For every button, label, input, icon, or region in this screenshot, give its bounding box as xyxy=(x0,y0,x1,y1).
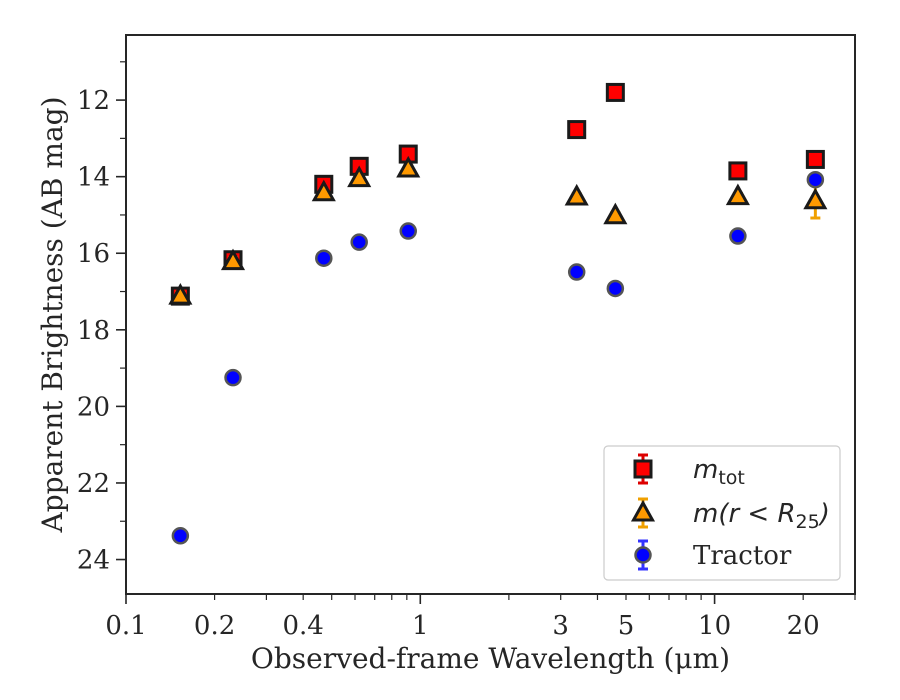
data-point xyxy=(606,279,625,298)
legend-marker xyxy=(633,459,653,479)
x-tick-label: 0.1 xyxy=(105,611,146,641)
data-point xyxy=(168,283,193,305)
data-point xyxy=(224,368,242,387)
data-point xyxy=(347,165,372,188)
legend-frame xyxy=(603,445,841,581)
y-tick-label: 20 xyxy=(77,392,110,422)
y-tick-label: 18 xyxy=(77,316,110,346)
data-point xyxy=(725,183,750,206)
data-point xyxy=(399,222,417,240)
data-point xyxy=(803,187,828,210)
x-tick-label: 5 xyxy=(618,611,635,641)
x-tick-label: 3 xyxy=(552,611,569,641)
legend: mtot m(r < R25) Tractor xyxy=(603,445,841,581)
x-tick-label: 1 xyxy=(412,611,429,641)
y-axis-label: Apparent Brightness (AB mag) xyxy=(36,97,69,534)
points-layer xyxy=(168,82,828,545)
series-m-tot xyxy=(170,82,825,306)
legend-marker xyxy=(630,499,656,522)
series-tractor xyxy=(171,170,825,545)
data-point xyxy=(350,233,368,251)
data-point xyxy=(605,82,625,102)
y-tick-label: 12 xyxy=(77,86,110,116)
data-point xyxy=(315,249,333,267)
x-axis-label: Observed-frame Wavelength (μm) xyxy=(251,642,730,675)
x-tick-label: 10 xyxy=(698,611,731,641)
data-point xyxy=(603,202,628,225)
x-tick-label: 0.4 xyxy=(283,611,324,641)
data-point xyxy=(806,170,825,189)
y-tick-label: 22 xyxy=(77,469,110,499)
data-point xyxy=(220,248,246,271)
data-point xyxy=(567,120,587,140)
x-tick-label: 20 xyxy=(787,611,820,641)
legend-entry-label: Tractor xyxy=(693,541,792,571)
y-tick-label: 14 xyxy=(77,163,110,193)
legend-entry-label: m(r < R25) xyxy=(693,499,830,533)
data-point xyxy=(567,263,586,281)
y-tick-label: 16 xyxy=(77,239,110,269)
data-point xyxy=(171,527,190,545)
legend-entry-label: mtot xyxy=(693,455,745,489)
x-tick-label: 0.2 xyxy=(194,611,235,641)
data-point xyxy=(396,155,421,178)
series-m-r-r-25 xyxy=(168,155,828,305)
legend-marker xyxy=(634,546,652,564)
plot-area-frame xyxy=(125,34,856,595)
y-tick-label: 24 xyxy=(77,546,110,576)
ticks-layer: 0.1 0.2 0.4 1 3 5 10 20 12 14 16 18 20 22 24 xyxy=(77,61,856,641)
data-point xyxy=(805,149,825,169)
data-point xyxy=(564,183,589,206)
data-point xyxy=(311,179,336,202)
data-point xyxy=(729,227,747,245)
data-point xyxy=(728,161,748,181)
